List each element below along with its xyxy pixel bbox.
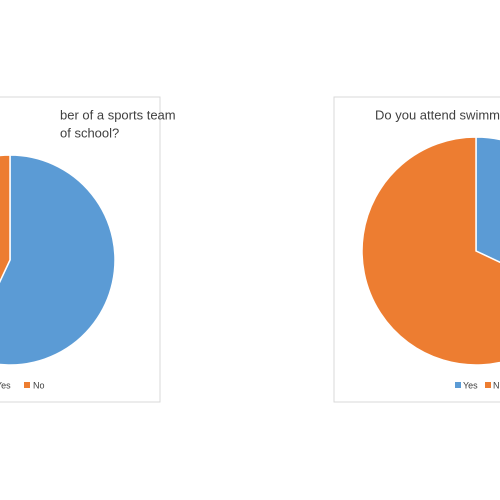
chart-title: of school? bbox=[60, 125, 119, 140]
legend-label: Yes bbox=[0, 380, 11, 390]
legend-label: No bbox=[33, 380, 45, 390]
legend-label: N bbox=[493, 380, 500, 390]
legend-swatch bbox=[455, 382, 461, 388]
legend-label: Yes bbox=[463, 380, 478, 390]
legend-swatch bbox=[24, 382, 30, 388]
pie-slice bbox=[475, 136, 500, 264]
pie-slice bbox=[0, 154, 116, 366]
chart-title: ber of a sports team bbox=[60, 107, 176, 122]
chart-title: Do you attend swimm bbox=[375, 107, 500, 122]
pie-slice bbox=[0, 154, 11, 284]
pie-slice bbox=[361, 136, 500, 366]
legend-swatch bbox=[485, 382, 491, 388]
